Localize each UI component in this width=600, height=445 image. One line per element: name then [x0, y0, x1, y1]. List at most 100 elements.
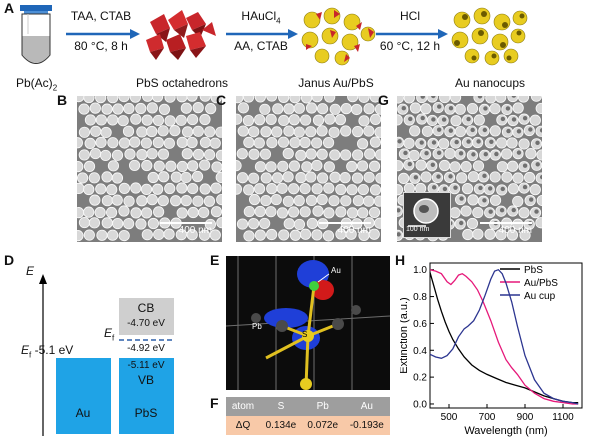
sem-particle: [322, 137, 335, 149]
sem-particle: [118, 182, 131, 194]
sem-particle: [248, 148, 260, 160]
y-tick-label: 0.6: [413, 319, 427, 330]
sem-particle-hole: [478, 185, 483, 191]
step-1-conditions: 80 °C, 8 h: [74, 39, 128, 53]
pbs-valence-band: [119, 358, 174, 434]
step-2-reagents: HAuCl4: [241, 9, 281, 26]
sem-particle: [111, 194, 123, 206]
sem-particle-hole: [448, 174, 453, 179]
sem-particle: [151, 183, 164, 195]
sem-particle: [357, 138, 369, 150]
series-line-au-cup: [429, 268, 579, 405]
step-3-reagents: HCl: [400, 9, 420, 23]
sem-particle: [316, 193, 328, 206]
sem-particle: [141, 159, 153, 172]
sem-particle: [324, 96, 336, 103]
sem-image-c: 400 nm: [236, 96, 381, 242]
sem-particle-hole: [431, 117, 436, 122]
sem-particle: [409, 125, 421, 137]
sem-particle: [529, 184, 541, 196]
legend-label: Au cup: [524, 291, 556, 302]
sem-particle: [107, 160, 120, 172]
sem-particle: [352, 149, 364, 161]
sem-particle: [135, 102, 147, 115]
sem-particle: [323, 207, 335, 219]
sem-particle: [129, 96, 141, 103]
sem-particle: [398, 172, 410, 184]
sem-particle: [265, 161, 277, 173]
sem-particle: [449, 96, 462, 103]
sem-particle: [299, 228, 312, 240]
sem-particle: [536, 194, 542, 207]
sem-particle: [111, 149, 124, 161]
sem-particle: [237, 102, 250, 114]
sem-particle: [512, 102, 524, 114]
sem-particle-hole: [432, 185, 437, 190]
product-label-nanocups: Au nanocups: [454, 76, 526, 90]
sem-particle: [518, 138, 530, 150]
sem-particle: [101, 103, 113, 115]
sem-particle: [369, 184, 381, 196]
sem-particle: [253, 137, 265, 149]
sem-particle-hole: [448, 128, 454, 133]
sem-particle: [374, 149, 381, 161]
sem-particle: [153, 160, 165, 172]
sem-particle: [130, 113, 142, 125]
sem-particle-hole: [420, 96, 425, 99]
sem-particle: [512, 172, 524, 184]
sem-particle: [265, 113, 277, 126]
sem-particle: [83, 160, 96, 172]
sem-particle: [346, 160, 358, 173]
sem-particle: [247, 218, 260, 230]
sem-particle: [299, 136, 311, 149]
sem-particle: [192, 125, 204, 137]
au-block-label: Au: [75, 406, 91, 420]
sem-particle-hole: [436, 174, 441, 179]
sem-particle: [535, 172, 542, 184]
sem-particle: [94, 206, 106, 219]
sem-particle-hole: [539, 174, 542, 180]
sem-particle: [163, 137, 175, 149]
sem-particle: [77, 172, 89, 184]
sem-particle: [77, 137, 83, 149]
sem-particle: [293, 126, 305, 138]
sem-particle: [363, 171, 375, 183]
sem-particle: [248, 172, 260, 184]
sem-particle: [216, 217, 222, 229]
header-atom: atom: [231, 401, 255, 412]
cb-label: CB: [137, 301, 155, 315]
sem-particle: [199, 113, 211, 126]
inset-scale-label: 100 nm: [406, 226, 430, 233]
sem-particle: [454, 103, 466, 115]
charge-table-header: atom S Pb Au: [226, 397, 390, 416]
sem-particle: [334, 114, 347, 126]
sem-particle-hole: [453, 185, 458, 190]
sem-particle: [164, 115, 176, 127]
vb-label: VB: [137, 373, 155, 387]
sem-particle: [276, 182, 288, 194]
sem-particle-hole: [466, 116, 471, 122]
sem-particle-hole: [511, 207, 516, 213]
sem-particle: [107, 137, 119, 149]
sem-particle: [374, 217, 381, 229]
sem-particle: [403, 137, 415, 149]
sem-particle: [111, 172, 124, 184]
sem-particle: [146, 148, 158, 160]
sem-particle: [147, 217, 159, 230]
sem-particle: [518, 207, 530, 219]
sem-particle: [287, 206, 300, 218]
sem-particle-hole: [408, 116, 413, 122]
sem-particle: [106, 184, 118, 196]
sem-particle: [517, 96, 530, 103]
sem-particle: [525, 148, 537, 160]
sem-particle: [311, 137, 323, 149]
sem-particle: [88, 172, 100, 184]
sem-particle: [277, 136, 290, 148]
sem-particle: [299, 182, 311, 195]
sem-particles-b: [77, 96, 222, 242]
sem-particle: [236, 148, 248, 160]
sem-particle: [209, 137, 221, 149]
sem-particle: [187, 160, 199, 172]
sem-particle-hole: [458, 151, 464, 156]
sem-particle: [186, 229, 198, 241]
